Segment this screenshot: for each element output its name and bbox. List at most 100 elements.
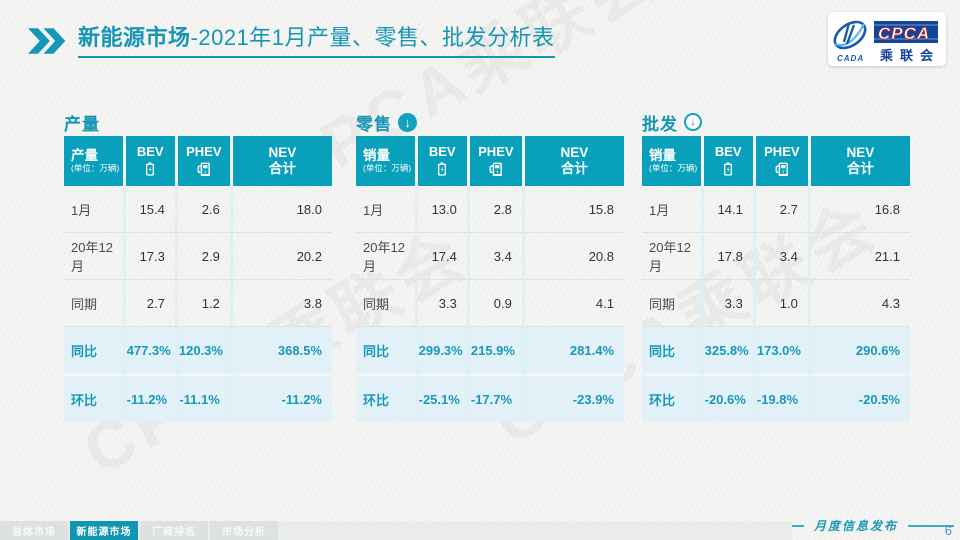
table-row: 20年12月 17.4 3.4 20.8: [356, 233, 624, 280]
bev-value: 3.3: [703, 280, 756, 327]
bev-value: 325.8%: [703, 327, 756, 376]
header-bev-cell: BEV: [417, 136, 470, 186]
bev-value: 477.3%: [125, 327, 178, 376]
title-rest: -2021年1月产量、零售、批发分析表: [190, 25, 555, 50]
bev-value: -25.1%: [417, 376, 470, 422]
nev-total-value: 281.4%: [524, 327, 624, 376]
table-header-row: 销量 (单位：万辆) BEV PHEV: [356, 136, 624, 186]
bev-value: 14.1: [703, 186, 756, 233]
logo-swoosh: [834, 23, 865, 47]
phev-value: 215.9%: [469, 327, 525, 376]
battery-icon: [724, 161, 733, 176]
table-header-row: 销量 (单位：万辆) BEV PHEV: [642, 136, 910, 186]
phev-value: -17.7%: [469, 376, 525, 422]
header-metric-cell: 销量 (单位：万辆): [642, 136, 704, 186]
nev-total-value: -11.2%: [232, 376, 332, 422]
header-metric-cell: 产量 (单位：万辆): [64, 136, 126, 186]
title-row: 新能源市场-2021年1月产量、零售、批发分析表: [28, 24, 555, 58]
nev-total-value: 4.3: [810, 280, 910, 327]
table-row-yoy: 同比 299.3% 215.9% 281.4%: [356, 327, 624, 376]
row-label: 同比: [642, 327, 704, 376]
nev-total-value: 21.1: [810, 233, 910, 280]
row-label: 环比: [642, 376, 704, 422]
double-chevron-icon: [28, 28, 66, 54]
table-row-yoy: 同比 477.3% 120.3% 368.5%: [64, 327, 332, 376]
down-arrow-icon: ↓: [684, 113, 702, 131]
header-bev-cell: BEV: [703, 136, 756, 186]
table-row: 1月 15.4 2.6 18.0: [64, 186, 332, 233]
logo-cada-text: CADA: [837, 54, 864, 63]
charging-station-icon: [775, 162, 789, 176]
phev-value: 2.6: [177, 186, 233, 233]
footer-line: [908, 524, 954, 527]
bev-value: 15.4: [125, 186, 178, 233]
header-metric-cell: 销量 (单位：万辆): [356, 136, 418, 186]
header-nev-cell: NEV 合计: [232, 136, 332, 186]
section-title-retail: 零售: [356, 114, 392, 134]
table-row: 20年12月 17.8 3.4 21.1: [642, 233, 910, 280]
battery-icon: [438, 161, 447, 176]
row-label: 同期: [64, 280, 126, 327]
bev-value: 17.4: [417, 233, 470, 280]
charging-station-icon: [489, 162, 503, 176]
retail-table-section: 零售 ↓ 销量 (单位：万辆) BEV: [356, 110, 624, 422]
nev-total-value: -20.5%: [810, 376, 910, 422]
header-phev-cell: PHEV: [469, 136, 525, 186]
charging-station-icon: [197, 162, 211, 176]
nev-total-value: 18.0: [232, 186, 332, 233]
phev-value: 173.0%: [755, 327, 811, 376]
table-row: 同期 3.3 1.0 4.3: [642, 280, 910, 327]
row-label: 同比: [356, 327, 418, 376]
battery-icon: [146, 161, 155, 176]
tab-nev-market[interactable]: 新能源市场: [70, 521, 138, 540]
header-phev-cell: PHEV: [177, 136, 233, 186]
table-row: 20年12月 17.3 2.9 20.2: [64, 233, 332, 280]
nev-total-value: 290.6%: [810, 327, 910, 376]
row-label: 20年12月: [356, 233, 418, 280]
page-title: 新能源市场-2021年1月产量、零售、批发分析表: [78, 24, 555, 58]
down-arrow-icon: ↓: [398, 112, 417, 132]
phev-value: 3.4: [469, 233, 525, 280]
tab-manufacturer-ranking[interactable]: 厂商排名: [140, 521, 208, 540]
row-label: 同期: [356, 280, 418, 327]
bev-value: 3.3: [417, 280, 470, 327]
header-phev-cell: PHEV: [755, 136, 811, 186]
nev-total-value: -23.9%: [524, 376, 624, 422]
cpca-logo: CADA CPCA 乘联会: [828, 12, 946, 66]
nev-total-value: 15.8: [524, 186, 624, 233]
row-label: 1月: [64, 186, 126, 233]
row-label: 1月: [642, 186, 704, 233]
phev-value: -19.8%: [755, 376, 811, 422]
header-nev-cell: NEV 合计: [524, 136, 624, 186]
title-highlight: 新能源市场: [78, 25, 191, 50]
section-title-production: 产量: [64, 114, 100, 134]
nev-total-value: 20.2: [232, 233, 332, 280]
phev-value: 2.9: [177, 233, 233, 280]
production-table-section: 产量 产量 (单位：万辆) BEV: [64, 110, 332, 422]
phev-value: 1.2: [177, 280, 233, 327]
table-row-mom: 环比 -11.2% -11.1% -11.2%: [64, 376, 332, 422]
bev-value: 299.3%: [417, 327, 470, 376]
table-row: 同期 2.7 1.2 3.8: [64, 280, 332, 327]
row-label: 环比: [64, 376, 126, 422]
nev-total-value: 368.5%: [232, 327, 332, 376]
bev-value: 17.8: [703, 233, 756, 280]
bev-value: -20.6%: [703, 376, 756, 422]
row-label: 1月: [356, 186, 418, 233]
wholesale-table-section: 批发 ↓ 销量 (单位：万辆) BEV: [642, 110, 910, 422]
logo-cpca-text: CPCA: [878, 24, 930, 43]
row-label: 20年12月: [642, 233, 704, 280]
tab-market-analysis[interactable]: 市场分析: [210, 521, 278, 540]
phev-value: 1.0: [755, 280, 811, 327]
footer-tabbar: 总体市场 新能源市场 厂商排名 市场分析: [0, 521, 792, 540]
page-number: 6: [944, 523, 952, 538]
table-row-mom: 环比 -20.6% -19.8% -20.5%: [642, 376, 910, 422]
bev-value: -11.2%: [125, 376, 178, 422]
section-title-wholesale: 批发: [642, 114, 678, 134]
table-row: 1月 13.0 2.8 15.8: [356, 186, 624, 233]
table-row-yoy: 同比 325.8% 173.0% 290.6%: [642, 327, 910, 376]
row-label: 同期: [642, 280, 704, 327]
tab-overall-market[interactable]: 总体市场: [0, 521, 68, 540]
wholesale-table: 销量 (单位：万辆) BEV PHEV: [642, 136, 910, 422]
table-row-mom: 环比 -25.1% -17.7% -23.9%: [356, 376, 624, 422]
